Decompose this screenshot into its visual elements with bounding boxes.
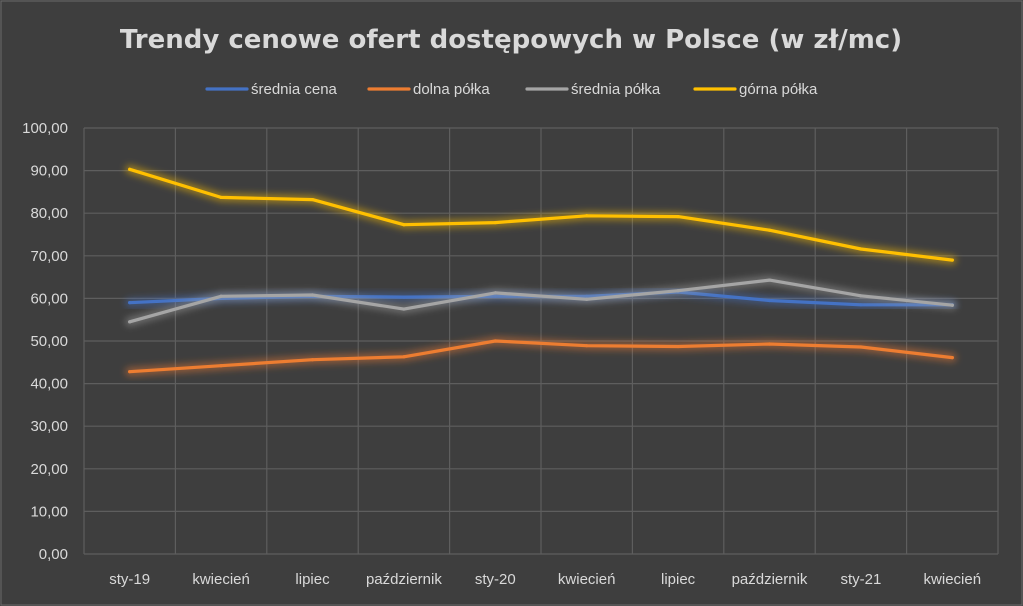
x-tick-label: kwiecień (924, 571, 982, 588)
y-tick-label: 90,00 (30, 163, 68, 180)
series-line (128, 278, 954, 324)
x-tick-label: sty-21 (840, 571, 881, 588)
data-point (767, 278, 772, 282)
chart-title: Trendy cenowe ofert dostępowych w Polsce… (120, 25, 902, 55)
x-axis-ticks: sty-19 kwiecień lipiec październik sty-20 kwi… (109, 571, 981, 588)
y-tick-label: 50,00 (30, 333, 68, 350)
data-point (859, 345, 863, 349)
data-point (310, 358, 315, 362)
data-point (128, 370, 132, 374)
data-point (310, 293, 315, 297)
series-line (128, 339, 954, 374)
data-point (402, 307, 406, 311)
series-line (128, 167, 954, 262)
data-point (767, 298, 772, 303)
series-lines (125, 164, 957, 377)
data-point (310, 197, 315, 202)
data-point (859, 294, 863, 298)
y-tick-label: 70,00 (30, 248, 68, 265)
legend-label: średnia półka (571, 81, 661, 98)
x-tick-label: lipiec (661, 571, 696, 588)
data-point (402, 223, 406, 227)
data-point (128, 320, 132, 324)
data-point (950, 356, 954, 360)
legend-label: górna półka (739, 81, 818, 98)
data-point (859, 247, 863, 251)
data-point (219, 195, 223, 200)
data-point (676, 289, 680, 293)
legend-label: średnia cena (251, 81, 338, 98)
data-point (676, 215, 680, 219)
legend-label: dolna półka (413, 81, 490, 98)
data-point (950, 258, 954, 262)
data-point (585, 214, 589, 218)
x-tick-label: sty-20 (475, 571, 516, 588)
data-point (402, 355, 406, 359)
legend: średnia cena dolna półka średnia półka górn… (205, 81, 818, 98)
y-tick-label: 10,00 (30, 503, 68, 520)
data-point (219, 364, 223, 368)
y-tick-label: 40,00 (30, 376, 68, 393)
data-point (128, 167, 132, 171)
data-point (128, 301, 132, 305)
y-tick-label: 30,00 (30, 418, 68, 435)
data-point (493, 291, 497, 295)
x-tick-label: kwiecień (558, 571, 616, 588)
data-point (767, 342, 772, 346)
data-point (493, 339, 497, 343)
y-tick-label: 80,00 (30, 205, 68, 222)
x-tick-label: październik (366, 571, 442, 588)
y-tick-label: 20,00 (30, 461, 68, 478)
data-point (676, 344, 680, 349)
x-tick-label: sty-19 (109, 571, 150, 588)
x-tick-label: kwiecień (192, 571, 250, 588)
data-point (859, 303, 863, 307)
data-point (585, 344, 589, 348)
data-point (585, 297, 589, 301)
x-tick-label: lipiec (295, 571, 330, 588)
data-point (493, 220, 497, 225)
data-point (767, 228, 772, 232)
data-point (219, 294, 223, 298)
data-point (950, 303, 954, 307)
y-tick-label: 0,00 (39, 546, 68, 563)
y-tick-label: 60,00 (30, 290, 68, 307)
y-tick-label: 100,00 (22, 120, 68, 137)
y-axis-ticks: 0,00 10,00 20,00 30,00 40,00 50,00 60,00 70,00 8… (22, 120, 68, 563)
x-tick-label: październik (732, 571, 808, 588)
data-point (402, 295, 406, 299)
